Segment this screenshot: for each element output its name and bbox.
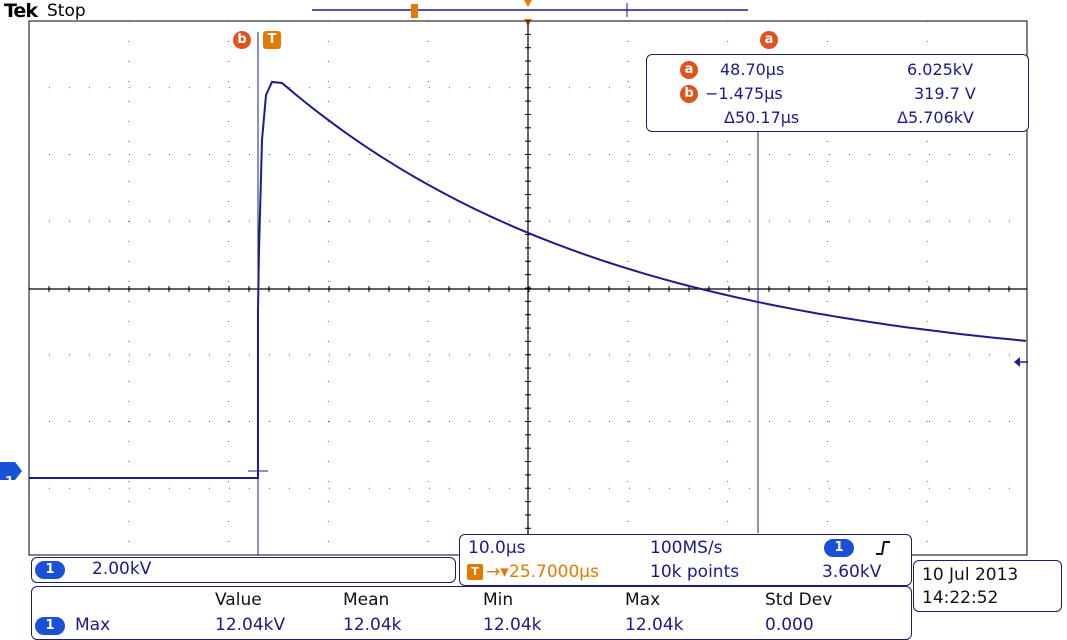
- readout-b-badge: b: [680, 85, 698, 103]
- measurement-header-max: Max: [625, 590, 661, 610]
- cursor-a-value: 6.025kV: [907, 60, 974, 79]
- measurement-min: 12.04k: [483, 615, 542, 635]
- run-status: Stop: [47, 1, 86, 21]
- measurement-std-dev: 0.000: [765, 615, 814, 635]
- time: 14:22:52: [922, 588, 999, 608]
- horizontal-trigger-box[interactable]: 10.0μs 100MS/s 1 T →▾ 25.7000μs 10k poin…: [459, 534, 912, 586]
- channel-1-scale: 2.00kV: [92, 559, 152, 579]
- channel-1-ground-marker: [0, 462, 22, 480]
- measurement-source-badge: 1: [35, 617, 65, 635]
- measurement-mean: 12.04k: [343, 615, 402, 635]
- measurement-header-value: Value: [215, 590, 262, 610]
- waveform-trace: [29, 80, 1027, 479]
- record-length: 10k points: [650, 562, 740, 582]
- trigger-offset: 25.7000μs: [509, 562, 599, 582]
- record-trigger-marker: [411, 4, 418, 18]
- measurement-max: 12.04k: [625, 615, 684, 635]
- measurement-label: Max: [75, 615, 111, 635]
- cursor-delta-time: Δ50.17μs: [724, 108, 800, 127]
- axis-ticks: [28, 20, 1010, 543]
- cursor-a-badge[interactable]: a: [760, 31, 778, 49]
- cursor-b-value: 319.7 V: [914, 84, 976, 103]
- cursor-b-badge[interactable]: b: [233, 31, 251, 49]
- trigger-position-badge[interactable]: T: [263, 31, 281, 49]
- measurement-header-std-dev: Std Dev: [765, 590, 833, 610]
- sample-rate: 100MS/s: [650, 538, 723, 558]
- cursor-a-time: 48.70μs: [720, 60, 785, 79]
- cursor-b-time: −1.475μs: [705, 84, 783, 103]
- trigger-offset-arrow-icon: →▾: [486, 562, 509, 582]
- channel-1-scale-box[interactable]: 1 2.00kV: [31, 557, 456, 583]
- datetime-box: 10 Jul 2013 14:22:52: [913, 560, 1062, 612]
- channel-1-ground-label: 1: [5, 475, 14, 490]
- measurement-header-min: Min: [483, 590, 514, 610]
- trigger-source-badge: 1: [824, 539, 854, 557]
- readout-a-badge: a: [680, 61, 698, 79]
- rising-edge-icon: [876, 541, 890, 555]
- trigger-level-arrow-icon: [1014, 357, 1020, 367]
- trigger-level: 3.60kV: [822, 562, 882, 582]
- measurement-header-mean: Mean: [343, 590, 390, 610]
- measurement-value: 12.04kV: [215, 615, 286, 635]
- horizontal-position-marker: [524, 0, 532, 7]
- measurements-panel: Value Mean Min Max Std Dev 1 Max 12.04kV…: [31, 586, 912, 640]
- channel-1-badge: 1: [35, 561, 65, 579]
- cursor-delta-value: Δ5.706kV: [897, 108, 974, 127]
- trigger-offset-icon: T: [467, 564, 483, 580]
- timebase: 10.0μs: [468, 538, 526, 558]
- cursor-readout-panel: a 48.70μs 6.025kV b −1.475μs 319.7 V Δ50…: [646, 54, 1029, 132]
- tek-logo: Tek: [4, 0, 38, 22]
- date: 10 Jul 2013: [922, 565, 1019, 585]
